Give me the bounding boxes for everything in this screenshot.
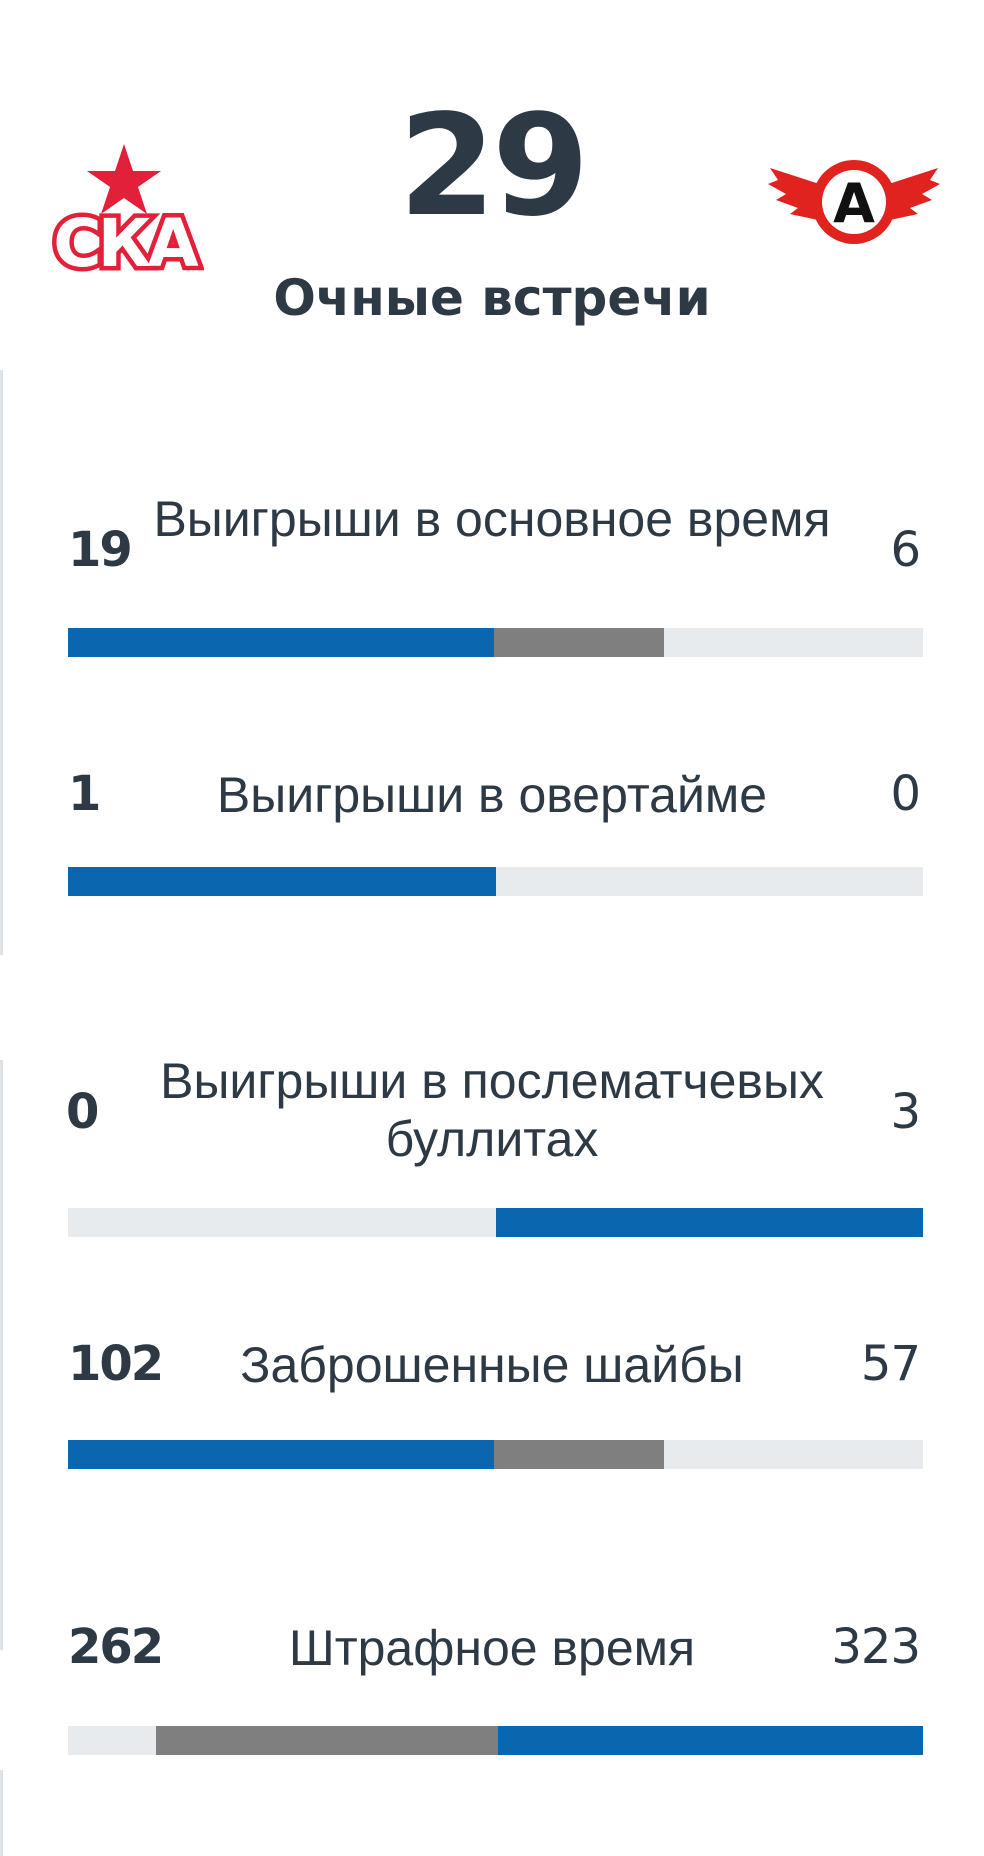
home-value: 262 [68,1619,164,1675]
away-bar-fill [496,1208,923,1237]
stat-row-regular-wins: 19 Выигрыши в основное время 6 [0,460,984,690]
home-value: 102 [68,1336,164,1392]
away-bar-fill [494,628,664,657]
stat-row-penalty-minutes: 262 Штрафное время 323 [0,1615,984,1765]
home-value: 0 [66,1084,99,1140]
comparison-bar [68,1208,923,1237]
away-value: 57 [860,1336,921,1392]
home-value: 1 [68,766,101,822]
home-logo-text: СКА [53,205,198,282]
side-divider [0,1060,3,1650]
stat-label: Выигрыши в послематчевых буллитах [160,1053,824,1167]
comparison-bar [68,1726,923,1755]
away-logo-text: А [833,172,875,235]
home-bar-fill [156,1726,498,1755]
stat-label: Выигрыши в основное время [153,491,831,547]
home-bar-fill [68,867,496,896]
away-bar-fill [498,1726,923,1755]
away-value: 3 [890,1084,921,1140]
stat-row-shootout-wins: 0 Выигрыши в послематчевых буллитах 3 [0,1040,984,1240]
comparison-bar [68,1440,923,1469]
comparison-bar [68,867,923,896]
stat-label: Штрафное время [288,1620,696,1676]
away-value: 0 [890,766,921,822]
stat-label: Заброшенные шайбы [240,1337,744,1393]
stat-row-goals-scored: 102 Заброшенные шайбы 57 [0,1330,984,1480]
home-bar-fill [68,1440,494,1469]
comparison-bar [68,628,923,657]
total-games-count: 29 [398,85,590,248]
home-bar-fill [68,628,494,657]
away-value: 323 [831,1619,921,1675]
side-divider [0,370,3,955]
ska-logo-icon: СКА [49,144,204,287]
head-to-head-header: СКА 29 Очные встречи А [0,0,984,340]
home-value: 19 [68,522,133,578]
stat-row-overtime-wins: 1 Выигрыши в овертайме 0 [0,760,984,910]
away-bar-fill [494,1440,664,1469]
page-title: Очные встречи [273,269,711,327]
stat-label: Выигрыши в овертайме [216,767,768,823]
away-value: 6 [890,522,921,578]
side-divider [0,1770,3,1856]
avtomobilist-logo-icon: А [768,160,940,244]
